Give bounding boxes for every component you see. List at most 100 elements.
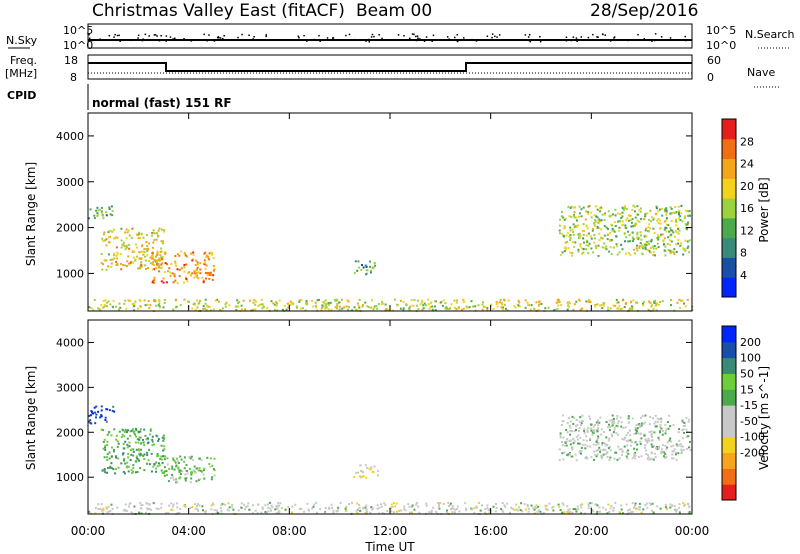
data-cell (197, 503, 199, 506)
data-cell (236, 299, 239, 302)
data-cell (618, 251, 621, 254)
data-cell (167, 512, 170, 515)
data-cell (274, 508, 277, 511)
data-cell (633, 206, 636, 208)
data-cell (203, 262, 206, 265)
data-cell (638, 220, 641, 223)
data-cell (109, 303, 112, 306)
noise-dot (463, 37, 465, 39)
nsky-label: N.Sky (6, 34, 38, 47)
data-cell (146, 250, 149, 253)
data-cell (376, 507, 379, 510)
data-cell (643, 235, 646, 238)
data-cell (410, 511, 413, 514)
data-cell (126, 443, 129, 446)
data-cell (198, 457, 201, 460)
data-cell (683, 302, 685, 305)
data-cell (684, 305, 687, 308)
data-cell (163, 271, 166, 273)
data-cell (324, 511, 327, 514)
data-cell (629, 214, 632, 217)
data-cell (139, 267, 142, 270)
data-cell (110, 265, 113, 268)
data-cell (136, 471, 139, 473)
data-cell (102, 233, 105, 236)
data-cell (377, 469, 380, 472)
data-cell (162, 449, 165, 452)
data-cell (600, 433, 603, 436)
data-cell (655, 447, 657, 450)
data-cell (615, 432, 618, 435)
data-cell (173, 468, 176, 471)
data-cell (108, 206, 111, 209)
data-cell (664, 254, 667, 257)
data-cell (123, 302, 126, 305)
data-cell (146, 451, 149, 454)
data-cell (254, 509, 257, 512)
data-cell (102, 239, 105, 242)
data-cell (580, 446, 583, 449)
data-cell (320, 306, 323, 309)
data-cell (156, 253, 159, 256)
data-cell (686, 228, 688, 230)
data-cell (261, 303, 264, 306)
noise-dot (371, 33, 374, 36)
data-cell (179, 469, 182, 472)
data-cell (404, 509, 407, 512)
data-cell (617, 301, 620, 304)
data-cell (582, 237, 585, 240)
data-cell (621, 248, 624, 251)
data-cell (597, 424, 600, 427)
data-cell (276, 302, 278, 305)
data-cell (153, 282, 156, 284)
data-cell (353, 475, 356, 478)
data-cell (444, 302, 447, 305)
data-cell (634, 502, 637, 505)
data-cell (656, 219, 659, 222)
data-cell (474, 305, 477, 308)
data-cell (386, 510, 389, 513)
data-cell (584, 457, 587, 460)
data-cell (381, 300, 384, 303)
data-cell (564, 246, 567, 249)
data-cell (660, 421, 663, 423)
data-cell (393, 511, 395, 514)
data-cell (434, 309, 437, 312)
data-cell (603, 431, 606, 433)
data-cell (624, 303, 627, 305)
data-cell (403, 505, 406, 508)
data-cell (630, 225, 633, 228)
data-cell (660, 450, 663, 453)
data-cell (484, 508, 487, 510)
data-cell (197, 469, 200, 472)
noise-dot (416, 35, 419, 37)
data-cell (146, 502, 148, 505)
data-cell (416, 501, 419, 504)
data-cell (631, 208, 634, 211)
data-cell (287, 306, 290, 309)
data-cell (295, 306, 298, 309)
data-cell (608, 214, 611, 217)
data-cell (678, 511, 681, 514)
data-cell (590, 237, 593, 240)
data-cell (188, 456, 191, 458)
data-cell (521, 510, 524, 513)
data-cell (637, 213, 640, 216)
data-cell (565, 444, 568, 447)
data-cell (652, 445, 655, 448)
data-cell (161, 461, 164, 464)
data-cell (315, 306, 318, 309)
data-cell (595, 455, 598, 458)
data-cell (649, 503, 652, 506)
data-cell (366, 466, 368, 469)
noise-dot (684, 35, 686, 38)
data-cell (147, 508, 150, 511)
data-cell (107, 253, 110, 256)
data-cell (176, 502, 178, 505)
data-cell (668, 439, 671, 442)
data-cell (365, 476, 368, 479)
data-cell (619, 416, 622, 419)
data-cell (162, 240, 164, 243)
data-cell (559, 432, 562, 435)
data-cell (687, 420, 690, 423)
